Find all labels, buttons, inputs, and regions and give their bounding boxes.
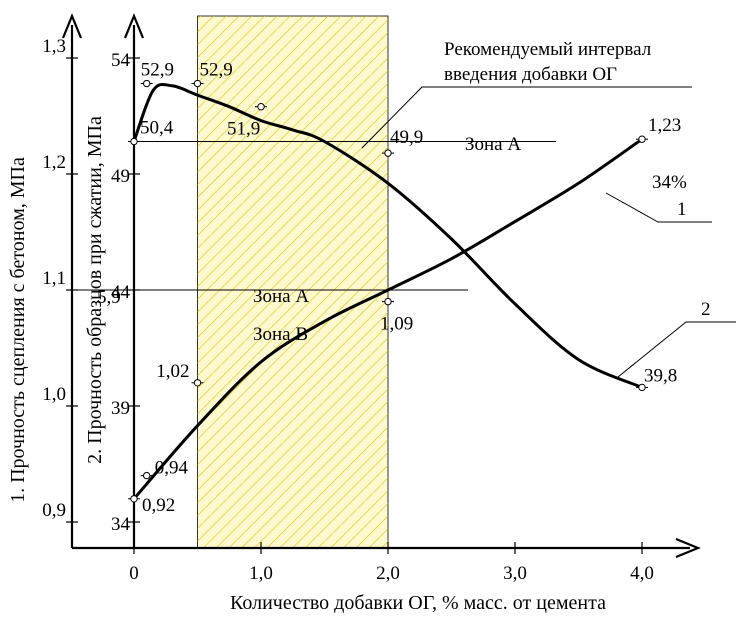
series-1-point [193,379,202,387]
series-2-data-label: 49,9 [390,127,423,148]
series-1-point [638,135,646,143]
zone-line-value-label: 5,9 [97,287,121,308]
series-1-data-label: 0,94 [155,458,189,479]
series-2-point [638,383,646,392]
series-2-line [132,82,643,389]
legend-label-1: 1 [677,199,687,220]
series-2-point [193,79,202,88]
series-1-data-label: 0,92 [142,495,175,516]
x-tick-label: 3,0 [503,563,527,584]
series-layer [128,79,648,503]
recommended-interval-leader [361,86,692,149]
x-axis-arrow [675,537,701,559]
series-1-data-label: 1,23 [648,115,681,136]
series-2-point [143,79,151,88]
y1-tick-label: 1,3 [42,36,66,57]
series-2-data-label: 39,8 [644,365,677,386]
recommended-interval-hatch [197,16,388,548]
y2-axis-title: 2. Прочность образцов при сжатии, МПа [84,116,106,464]
series-2-data-label: 50,4 [140,118,174,139]
zone-b-label: Зона В [253,324,308,345]
zone-a-lower-label: Зона А [253,286,309,307]
series-2-point [384,149,392,157]
x-tick-label: 4,0 [630,563,654,584]
y1-tick-label: 1,1 [42,268,66,289]
y2-tick-label: 44 [111,282,131,303]
recommended-interval-label-1: Рекомендуемый интервал [444,39,652,60]
value-labels: 0,9 1,0 1,1 1,2 1,3 34 39 44 49 54 0 1,0 2,0 3,0 4,0 0,… [42,36,681,584]
y2-axis-arrow [123,13,145,39]
y1-tick-label: 0,9 [42,500,66,521]
series-2-data-label: 52,9 [141,60,174,81]
series-2-data-label: 52,9 [200,60,233,81]
series-2-data-label: 51,9 [227,119,260,140]
series-2-point [130,137,138,146]
series-1-point [130,495,138,503]
legend-leader-1 [605,192,712,223]
series-1-percent-label: 34% [652,172,687,193]
zone-a-upper-label: Зона А [465,134,521,155]
y1-axis-arrow [61,13,83,39]
recommended-interval-label-2: введения добавки ОГ [444,64,617,85]
series-1-line [132,137,643,500]
y2-tick-label: 54 [111,50,131,71]
series-2-point [257,103,265,111]
series-1-point [384,297,392,306]
y2-tick-label: 34 [111,514,131,535]
tick-marks [66,57,643,554]
x-axis-title: Количество добавки ОГ, % масс. от цемент… [230,592,606,614]
y1-tick-label: 1,2 [42,152,66,173]
axes [61,13,701,559]
x-tick-label: 2,0 [376,563,400,584]
y1-tick-label: 1,0 [42,384,66,405]
y2-tick-label: 49 [111,166,130,187]
series-1-data-label: 1,09 [380,314,413,335]
y1-axis-title: 1. Прочность сцепления с бетоном, МПа [7,157,29,503]
legend-label-2: 2 [701,299,711,320]
series-1-data-label: 1,02 [156,361,189,382]
x-tick-label: 0 [129,563,139,584]
series-1-point [143,471,151,480]
y2-tick-label: 39 [111,398,130,419]
legend-leader-2 [617,321,736,378]
x-tick-label: 1,0 [249,563,273,584]
